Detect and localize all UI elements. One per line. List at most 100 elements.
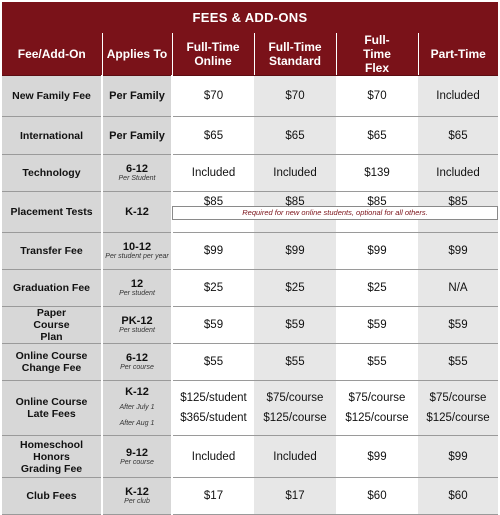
applies-to: 9-12 Per course — [102, 435, 173, 478]
value-online: $55 — [172, 343, 254, 381]
table-row: Online Course Late Fees K-12 After July … — [2, 380, 498, 436]
applies-value: K-12 — [125, 386, 149, 398]
table-row: International Per Family $65 $65 $65 $65 — [2, 116, 498, 155]
header-flex: Full-Time Flex — [336, 33, 419, 76]
applies-to: K-12 Per club — [102, 477, 173, 515]
table-row: Paper Course Plan PK-12 Per student $59 $… — [2, 306, 498, 344]
value-flex: $59 — [336, 306, 418, 344]
value-line: $125/course — [345, 412, 409, 424]
applies-to: 10-12 Per student per year — [102, 232, 173, 270]
value-flex: $55 — [336, 343, 418, 381]
value-standard: $75/course $125/course — [254, 380, 336, 436]
value-parttime: $99 — [418, 435, 498, 478]
applies-value: 10-12 — [122, 241, 152, 253]
value-line: $75/course — [266, 392, 324, 404]
table-row: Homeschool Honors Grading Fee 9-12 Per co… — [2, 435, 498, 478]
value-parttime: $59 — [418, 306, 498, 344]
value-parttime: N/A — [418, 269, 498, 307]
applies-value: 12 — [130, 278, 144, 290]
value-online: $17 — [172, 477, 254, 515]
applies-to: 6-12 Per course — [102, 343, 173, 381]
value-parttime: $99 — [418, 232, 498, 270]
fee-name: Transfer Fee — [2, 232, 103, 270]
value-parttime: $60 — [418, 477, 498, 515]
table-row: Club Fees K-12 Per club $17 $17 $60 $60 — [2, 477, 498, 515]
applies-value: 9-12 — [125, 446, 149, 459]
table-row: Online Course Change Fee 6-12 Per course … — [2, 343, 498, 381]
fee-name: Paper Course Plan — [2, 306, 103, 344]
applies-to: K-12 — [102, 191, 173, 233]
table-row: Technology 6-12 Per Student Included Incl… — [2, 154, 498, 192]
fee-name: Technology — [2, 154, 103, 192]
value-flex: $65 — [336, 116, 418, 155]
applies-value: K-12 — [125, 486, 149, 498]
applies-to: PK-12 Per student — [102, 306, 173, 344]
applies-value: 6-12 — [125, 163, 149, 175]
applies-sub: Per club — [124, 498, 150, 505]
header-applies: Applies To — [102, 33, 173, 76]
header-standard: Full-Time Standard — [254, 33, 337, 76]
fee-name: International — [2, 116, 103, 155]
value-online: $25 — [172, 269, 254, 307]
value-line: $365/student — [180, 412, 247, 424]
fees-table: Fee/Add-On Applies To Full-Time Online F… — [2, 33, 498, 515]
fee-name: Placement Tests — [2, 191, 103, 233]
value-parttime: $75/course $125/course — [418, 380, 498, 436]
value-parttime: $55 — [418, 343, 498, 381]
value-standard: $25 — [254, 269, 336, 307]
fee-name: Club Fees — [2, 477, 103, 515]
value-line: $125/course — [263, 412, 327, 424]
value-parttime: $65 — [418, 116, 498, 155]
value-standard: $70 — [254, 75, 336, 117]
value-flex: $75/course $125/course — [336, 380, 418, 436]
applies-sub: After Aug 1 — [119, 420, 155, 427]
value-online: $65 — [172, 116, 254, 155]
value-standard: $59 — [254, 306, 336, 344]
header-row: Fee/Add-On Applies To Full-Time Online F… — [2, 33, 498, 76]
applies-value: 6-12 — [125, 352, 149, 364]
value-line: $125/course — [426, 412, 490, 424]
table-row: New Family Fee Per Family $70 $70 $70 In… — [2, 75, 498, 117]
applies-sub: Per student per year — [105, 253, 169, 260]
applies-sub: After July 1 — [119, 404, 155, 411]
value-standard: $65 — [254, 116, 336, 155]
table-row: Placement Tests K-12 $85 $85 $85 $85 — [2, 191, 498, 233]
value-flex: $99 — [336, 435, 418, 478]
value-standard: $17 — [254, 477, 336, 515]
value-online: Included — [172, 154, 254, 192]
header-fee: Fee/Add-On — [2, 33, 103, 76]
value-online: Included — [172, 435, 254, 478]
fee-name: New Family Fee — [2, 75, 103, 117]
applies-to: Per Family — [102, 75, 173, 117]
fee-name: Homeschool Honors Grading Fee — [2, 435, 103, 478]
applies-sub: Per student — [119, 327, 155, 334]
value-line: $75/course — [348, 392, 406, 404]
value-standard: $55 — [254, 343, 336, 381]
fee-name: Online Course Change Fee — [2, 343, 103, 381]
value-flex: $99 — [336, 232, 418, 270]
value-flex: $70 — [336, 75, 418, 117]
value-flex: $60 — [336, 477, 418, 515]
value-flex: $139 — [336, 154, 418, 192]
applies-to: K-12 After July 1 After Aug 1 — [102, 380, 173, 436]
applies-sub: Per course — [120, 458, 154, 466]
header-online: Full-Time Online — [172, 33, 255, 76]
value-standard: Included — [254, 435, 336, 478]
applies-sub: Per Student — [118, 175, 156, 182]
value-standard: $99 — [254, 232, 336, 270]
value-line: $125/student — [180, 392, 247, 404]
applies-to: 12 Per student — [102, 269, 173, 307]
applies-sub: Per course — [120, 364, 154, 371]
value-flex: $25 — [336, 269, 418, 307]
applies-sub: Per student — [119, 290, 155, 297]
header-parttime: Part-Time — [418, 33, 498, 76]
value-standard: Included — [254, 154, 336, 192]
applies-value: PK-12 — [121, 315, 153, 327]
fee-name: Online Course Late Fees — [2, 380, 103, 436]
value-parttime: Included — [418, 75, 498, 117]
placement-test-note: Required for new online students, option… — [172, 206, 498, 220]
value-online: $125/student $365/student — [172, 380, 254, 436]
value-parttime: Included — [418, 154, 498, 192]
applies-to: Per Family — [102, 116, 173, 155]
